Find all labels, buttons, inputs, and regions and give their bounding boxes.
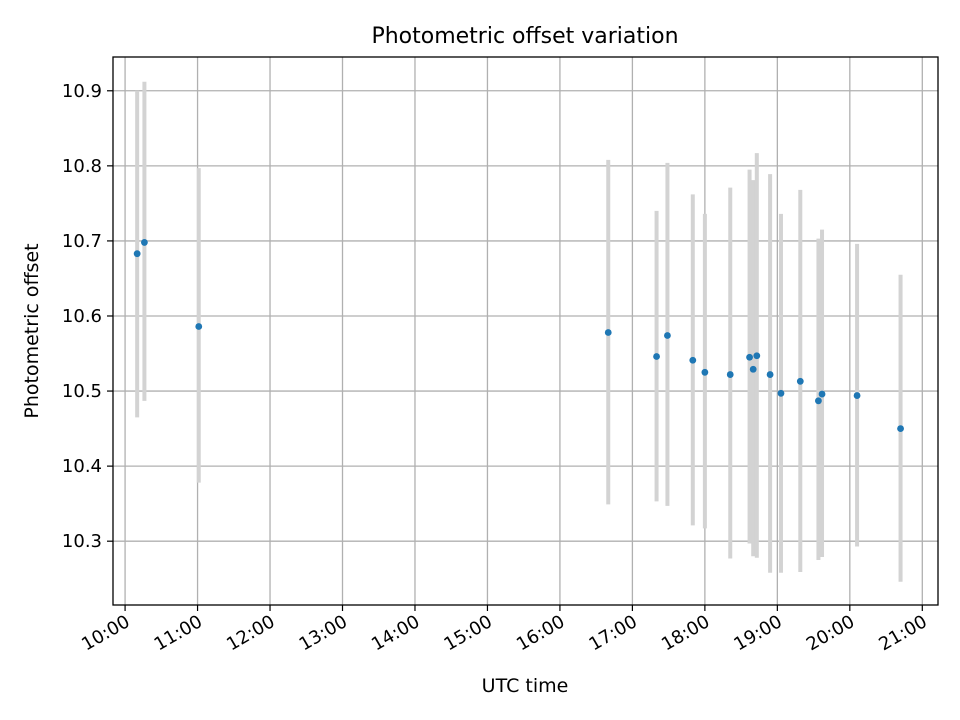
y-tick-label: 10.6 bbox=[62, 306, 102, 327]
data-point bbox=[815, 397, 822, 405]
grid bbox=[113, 57, 938, 605]
x-tick-label: 17:00 bbox=[585, 611, 640, 655]
x-tick-label: 10:00 bbox=[78, 611, 133, 655]
plot-frame bbox=[112, 56, 939, 606]
y-tick-label: 10.7 bbox=[62, 231, 102, 252]
data-point bbox=[853, 392, 861, 399]
x-tick-label: 15:00 bbox=[441, 611, 496, 655]
data-point bbox=[701, 368, 709, 376]
data-point bbox=[796, 377, 804, 385]
y-axis-label: Photometric offset bbox=[21, 243, 43, 418]
y-tick-label: 10.5 bbox=[62, 381, 102, 402]
data-point bbox=[746, 353, 753, 361]
data-point bbox=[753, 352, 761, 360]
data-point bbox=[897, 425, 904, 432]
data-point bbox=[726, 371, 734, 378]
y-tick-label: 10.4 bbox=[62, 456, 102, 477]
data-point bbox=[664, 332, 671, 339]
errorbars bbox=[135, 81, 903, 582]
y-ticks: 10.3 10.4 10.5 10.6 10.7 10.8 10.9 bbox=[62, 81, 113, 552]
data-point bbox=[777, 389, 785, 397]
y-tick-label: 10.8 bbox=[62, 156, 102, 177]
y-tick-label: 10.3 bbox=[62, 531, 102, 552]
x-tick-label: 19:00 bbox=[730, 611, 785, 655]
x-axis-label: UTC time bbox=[482, 675, 569, 697]
data-point bbox=[766, 371, 774, 378]
data-point bbox=[818, 390, 826, 398]
x-ticks: 10:00 11:00 12:00 13:00 14:00 15:00 16:00 17:00… bbox=[78, 605, 931, 655]
data-point bbox=[195, 323, 203, 330]
data-points bbox=[133, 239, 904, 432]
x-tick-label: 18:00 bbox=[658, 611, 713, 655]
data-point bbox=[653, 353, 660, 360]
x-tick-label: 21:00 bbox=[875, 611, 930, 655]
x-tick-label: 11:00 bbox=[151, 611, 206, 655]
data-point bbox=[133, 250, 141, 258]
data-point bbox=[749, 365, 757, 373]
data-point bbox=[689, 356, 697, 364]
x-tick-label: 20:00 bbox=[803, 611, 858, 655]
data-point bbox=[604, 329, 612, 336]
y-tick-label: 10.9 bbox=[62, 81, 102, 102]
x-tick-label: 13:00 bbox=[296, 611, 351, 655]
x-tick-label: 14:00 bbox=[368, 611, 423, 655]
x-tick-label: 16:00 bbox=[513, 611, 568, 655]
chart-title: Photometric offset variation bbox=[371, 24, 678, 49]
data-point bbox=[141, 239, 148, 246]
x-tick-label: 12:00 bbox=[223, 611, 278, 655]
